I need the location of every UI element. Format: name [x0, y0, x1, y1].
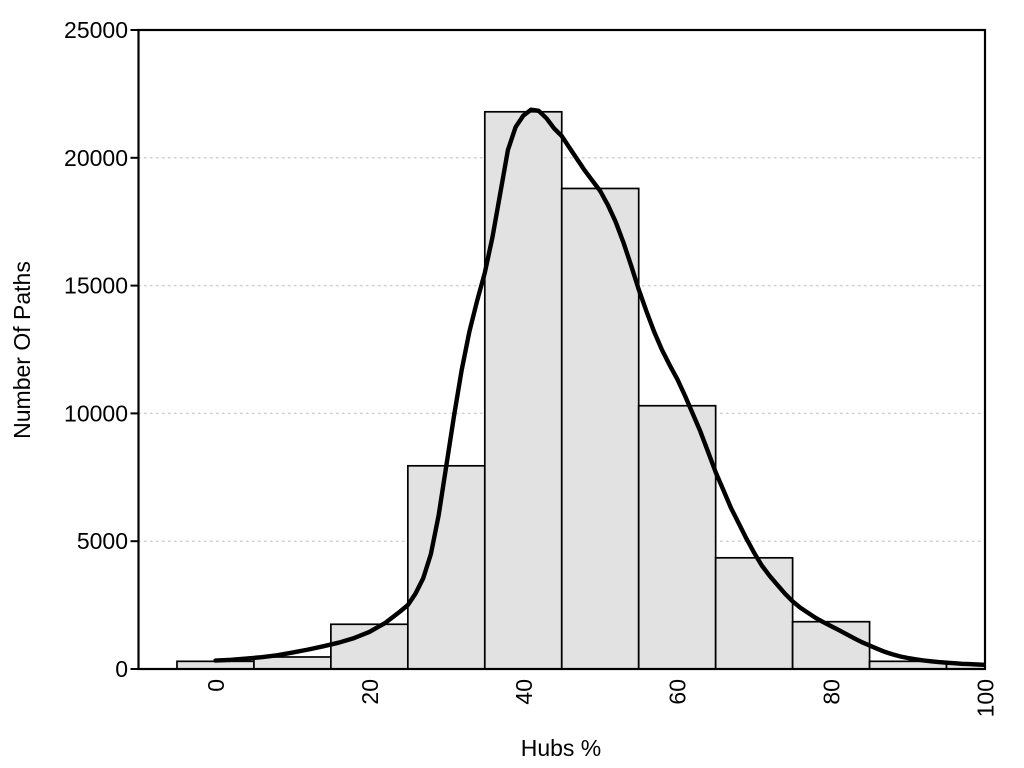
y-tick-label: 15000 — [64, 273, 128, 299]
density-curve — [213, 107, 985, 667]
y-tick-label: 10000 — [64, 400, 128, 426]
x-axis-title: Hubs % — [521, 735, 602, 761]
density-curve-layer — [213, 107, 985, 667]
x-tick-label: 40 — [511, 679, 537, 705]
y-tick-label: 0 — [115, 656, 128, 682]
y-tick-label: 5000 — [77, 528, 128, 554]
y-axis-title: Number Of Paths — [9, 261, 35, 439]
axes-layer — [130, 28, 987, 671]
x-tick-label: 100 — [973, 679, 999, 717]
y-tick-label: 20000 — [64, 145, 128, 171]
histogram-bar — [406, 464, 486, 669]
tick-labels-layer: 0 5000 10000 15000 20000 25000 0 20 40 60 80 100 — [64, 17, 998, 717]
y-tick-label: 25000 — [64, 17, 128, 43]
histogram-bar — [637, 404, 717, 669]
x-tick-label: 80 — [819, 679, 845, 705]
x-tick-label: 0 — [203, 679, 229, 692]
x-tick-label: 60 — [665, 679, 691, 705]
plot-area-border — [137, 28, 987, 671]
histogram-bar — [483, 110, 563, 669]
histogram-bar — [714, 556, 794, 669]
x-tick-label: 20 — [357, 679, 383, 705]
histogram-bar — [791, 620, 871, 669]
